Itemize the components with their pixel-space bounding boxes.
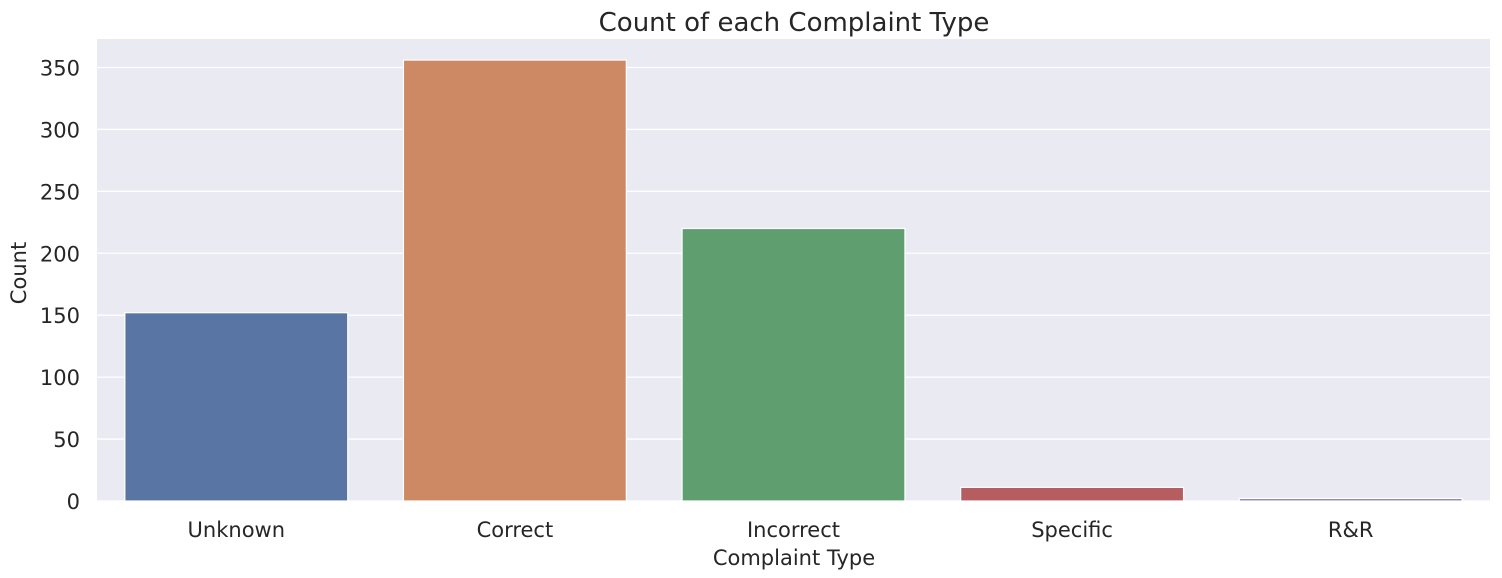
bar-correct [402, 59, 627, 502]
bar-r-r [1238, 497, 1463, 502]
y-tick-label: 100 [40, 366, 80, 390]
y-axis-label: Count [7, 242, 31, 304]
x-axis-label: Complaint Type [713, 546, 875, 570]
x-tick-labels: Unknown Correct Incorrect Specific R&R [188, 518, 1374, 542]
bar-unknown [124, 312, 349, 502]
y-tick-label: 350 [40, 56, 80, 80]
x-tick-label: Incorrect [747, 518, 840, 542]
bar-specific [960, 486, 1185, 502]
y-tick-label: 300 [40, 118, 80, 142]
x-tick-label: Unknown [188, 518, 285, 542]
y-tick-label: 250 [40, 180, 80, 204]
x-tick-label: Correct [477, 518, 554, 542]
x-tick-label: R&R [1328, 518, 1374, 542]
y-tick-labels: 0 50 100 150 200 250 300 350 [40, 56, 80, 514]
chart-title: Count of each Complaint Type [599, 8, 990, 38]
bars [124, 59, 1463, 502]
y-tick-label: 200 [40, 242, 80, 266]
y-tick-label: 150 [40, 304, 80, 328]
y-tick-label: 0 [67, 490, 80, 514]
y-tick-label: 50 [53, 428, 80, 452]
x-tick-label: Specific [1031, 518, 1113, 542]
bar-incorrect [681, 227, 906, 502]
